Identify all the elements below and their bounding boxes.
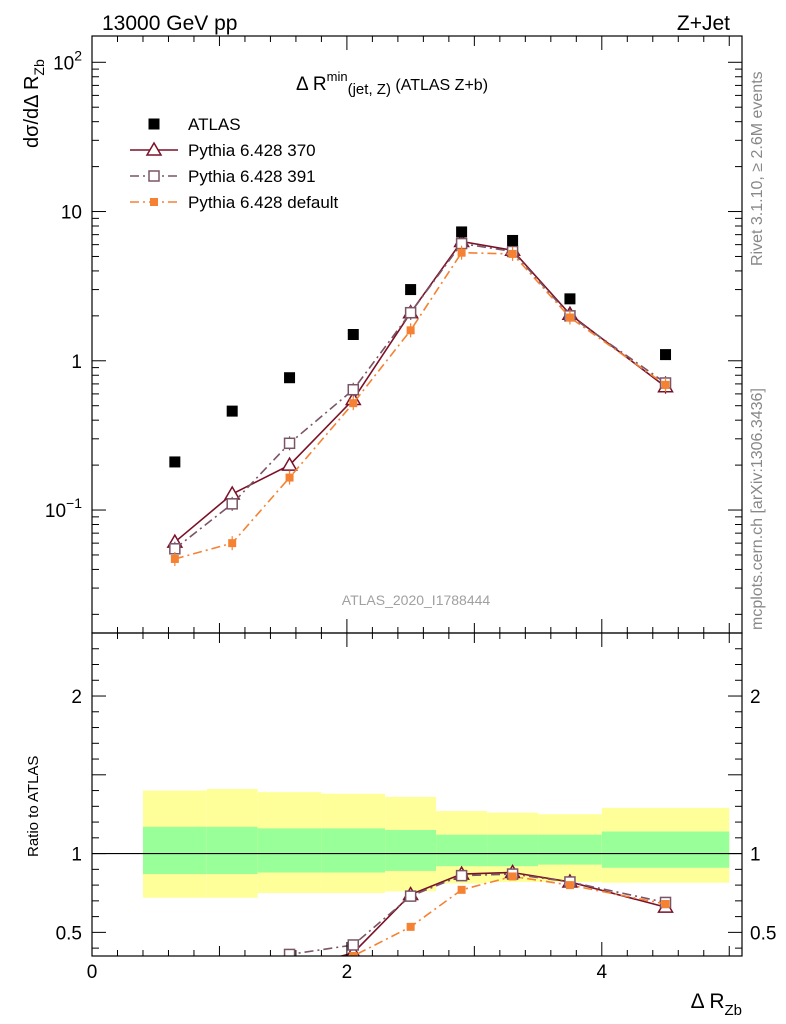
x-axis-label: Δ RZb <box>691 990 742 1019</box>
title-main: Δ R <box>296 74 327 95</box>
legend-label-pdef: Pythia 6.428 default <box>188 193 339 212</box>
main-point-pdef <box>228 539 237 548</box>
legend-marker-atlas <box>148 118 160 130</box>
xlabel-main: Δ R <box>691 990 725 1013</box>
band-inner-3 <box>321 828 386 873</box>
legend-marker-pdef <box>150 198 158 206</box>
main-line-p370 <box>174 240 667 543</box>
main-point-atlas <box>660 349 672 361</box>
analysis-id: ATLAS_2020_I1788444 <box>342 592 491 608</box>
main-point-atlas <box>284 372 296 384</box>
main-ylabel-sub: Zb <box>31 59 47 76</box>
rivet-label: Rivet 3.1.10, ≥ 2.6M events <box>749 71 766 266</box>
main-ytick-label: 102 <box>53 47 82 74</box>
legend-label-p391: Pythia 6.428 391 <box>188 167 316 186</box>
main-point-pdef <box>406 326 415 335</box>
main-point-p391 <box>404 306 417 319</box>
main-line-p391 <box>174 242 666 550</box>
main-point-p391 <box>226 498 238 510</box>
legend-marker-p370 <box>145 141 163 156</box>
band-inner-6 <box>487 834 539 867</box>
ratio-xtick-label: 0 <box>87 962 98 983</box>
main-point-p370 <box>281 456 298 471</box>
ratio-point-p391 <box>455 869 468 882</box>
ratio-point-pdef <box>349 952 358 956</box>
title-sub: (jet, Z) <box>348 81 391 98</box>
band-inner-7 <box>538 834 602 865</box>
header-energy: 13000 GeV pp <box>102 12 237 35</box>
axis-ticks: 102 10 1 10−1 0 2 4 2 2 1 1 0.5 0.5 <box>45 36 776 983</box>
main-point-pdef <box>565 313 574 322</box>
main-point-atlas <box>226 405 238 417</box>
main-point-pdef <box>170 554 179 563</box>
main-point-atlas <box>456 226 468 238</box>
ratio-ytick-label-right: 2 <box>750 687 761 708</box>
ratio-ytick-label-left: 0.5 <box>56 923 82 944</box>
main-point-atlas <box>169 456 181 468</box>
main-point-p391 <box>283 437 296 450</box>
ratio-point-pdef <box>661 900 670 909</box>
main-point-pdef <box>457 248 466 257</box>
main-point-atlas <box>564 293 576 305</box>
ratio-point-pdef <box>508 872 517 881</box>
band-inner-4 <box>385 829 437 871</box>
band-inner-8 <box>601 831 730 868</box>
band-inner-1 <box>206 826 258 875</box>
main-ytick-label: 1 <box>71 352 82 373</box>
ratio-xtick-label: 2 <box>342 962 353 983</box>
main-ylabel-main: dσ/dΔ R <box>21 76 43 148</box>
main-point-p391 <box>347 383 360 396</box>
ratio-point-p391 <box>283 948 296 956</box>
main-point-pdef <box>349 399 358 408</box>
ratio-ylabel: Ratio to ATLAS <box>25 756 42 857</box>
main-point-atlas <box>405 284 417 296</box>
ratio-point-pdef <box>406 922 415 931</box>
title-sup: min <box>327 69 348 84</box>
band-inner-0 <box>142 826 207 875</box>
header-process: Z+Jet <box>677 12 730 35</box>
main-ytick-label: 10 <box>61 203 82 224</box>
ratio-ytick-label-left: 1 <box>71 845 82 866</box>
ratio-point-pdef <box>565 881 574 890</box>
ratio-xtick-label: 4 <box>597 962 608 983</box>
plot-title: Δ Rmin(jet, Z) (ATLAS Z+b) <box>296 69 488 98</box>
band-inner-2 <box>257 828 322 873</box>
main-ytick-label: 10−1 <box>45 495 82 522</box>
main-point-atlas <box>507 234 519 246</box>
title-tail: (ATLAS Z+b) <box>391 77 488 94</box>
xlabel-sub: Zb <box>724 1002 742 1019</box>
legend: ATLAS Pythia 6.428 370 Pythia 6.428 391 Pyt… <box>130 115 339 212</box>
main-point-atlas <box>347 329 359 340</box>
main-point-pdef <box>661 380 670 389</box>
ratio-ytick-label-right: 1 <box>750 845 761 866</box>
main-series <box>166 226 674 566</box>
legend-label-p370: Pythia 6.428 370 <box>188 141 316 160</box>
ratio-ytick-label-left: 2 <box>71 687 82 708</box>
ratio-bands <box>142 788 730 898</box>
main-point-pdef <box>285 473 294 482</box>
ratio-point-p391 <box>347 939 360 951</box>
main-point-pdef <box>508 249 517 258</box>
legend-label-atlas: ATLAS <box>188 115 241 134</box>
ratio-series <box>282 864 674 956</box>
ratio-ytick-label-right: 0.5 <box>750 923 776 944</box>
ratio-line-p391 <box>282 873 666 956</box>
band-inner-5 <box>436 834 488 867</box>
mcplots-label: mcplots.cern.ch [arXiv:1306.3436] <box>749 388 766 630</box>
legend-marker-p391 <box>148 170 160 182</box>
ratio-point-p391 <box>404 890 417 902</box>
ratio-frame <box>91 632 743 957</box>
ratio-point-pdef <box>457 885 466 894</box>
main-ylabel: dσ/dΔ RZb <box>21 59 47 148</box>
